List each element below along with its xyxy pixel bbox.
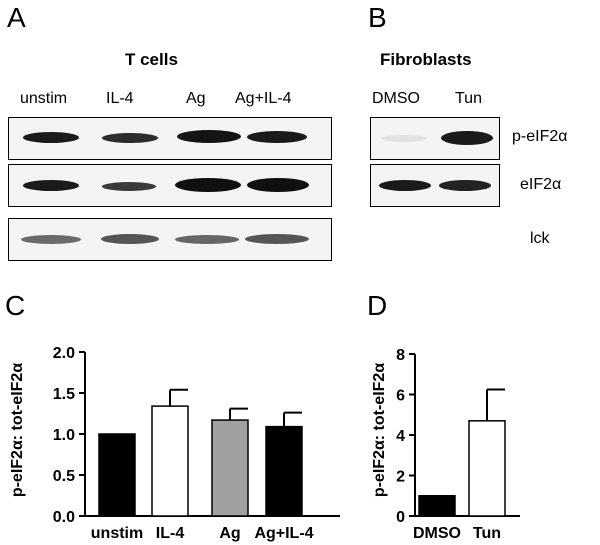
y-tick-label: 2.0: [53, 345, 75, 362]
y-tick-label: 1.0: [53, 427, 75, 444]
band: [439, 180, 491, 191]
band: [441, 131, 493, 145]
bar: [211, 419, 249, 517]
blot-b-title: Fibroblasts: [380, 50, 472, 69]
y-axis-label: p-eIF2α: tot-eIF2α: [371, 363, 388, 498]
band-label-p-eif2a: p-eIF2α: [512, 128, 568, 145]
panel-letter-a: A: [7, 2, 26, 33]
chart-d: 0 2 4 6 8 p-eIF2α: tot-eIF2α DMSO Tun: [371, 347, 520, 542]
blot-a-row-p-eif2a: [8, 117, 332, 160]
y-tick-label: 0: [396, 509, 405, 526]
y-tick-label: 4: [396, 428, 405, 445]
x-tick-label: Ag+IL-4: [254, 525, 313, 542]
band: [102, 133, 158, 143]
y-tick-label: 0.0: [53, 509, 75, 526]
band: [247, 131, 307, 143]
blot-b-row-eif2a: [370, 164, 500, 207]
lane-label-unstim: unstim: [20, 90, 68, 107]
band: [381, 135, 427, 142]
y-tick-label: 8: [396, 347, 405, 364]
band: [177, 130, 241, 143]
x-tick-label: DMSO: [413, 525, 461, 542]
blot-b-row-p-eif2a: [370, 117, 500, 160]
panel-letter-d: D: [367, 290, 388, 321]
chart-c: 0.0 0.5 1.0 1.5 2.0 p-eIF2α: tot-eIF2α unstim I…: [9, 345, 340, 542]
y-axis-label: p-eIF2α: tot-eIF2α: [9, 363, 26, 498]
band: [379, 180, 431, 191]
lane-label-ag: Ag: [186, 90, 206, 107]
lane-label-tun: Tun: [455, 90, 482, 107]
y-tick-label: 1.5: [53, 386, 75, 403]
y-tick-label: 0.5: [53, 468, 75, 485]
lane-label-il4: IL-4: [106, 90, 134, 107]
band: [175, 178, 241, 192]
band-label-lck: lck: [530, 230, 550, 247]
band-label-eif2a: eIF2α: [520, 176, 562, 193]
y-tick-label: 2: [396, 469, 405, 486]
band: [23, 132, 79, 143]
band: [175, 235, 239, 244]
bar: [151, 405, 189, 517]
bar: [468, 420, 506, 517]
lane-label-ag-il4: Ag+IL-4: [235, 90, 292, 107]
blot-a-row-eif2a: [8, 164, 332, 207]
lane-label-dmso: DMSO: [372, 90, 420, 107]
band: [247, 178, 309, 192]
x-tick-label: unstim: [91, 525, 143, 542]
blot-a-title: T cells: [125, 50, 178, 69]
y-tick-label: 6: [396, 388, 405, 405]
band: [245, 234, 309, 244]
bar: [418, 495, 456, 517]
band: [21, 235, 81, 244]
blot-a-row-lck: [8, 218, 332, 261]
band: [23, 180, 79, 191]
band: [102, 182, 156, 191]
x-tick-label: IL-4: [156, 525, 185, 542]
x-tick-label: Tun: [473, 525, 501, 542]
bar: [98, 433, 136, 517]
panel-letter-c: C: [5, 290, 26, 321]
bar: [265, 425, 303, 517]
panel-letter-b: B: [368, 2, 387, 33]
x-tick-label: Ag: [219, 525, 240, 542]
band: [101, 234, 159, 244]
